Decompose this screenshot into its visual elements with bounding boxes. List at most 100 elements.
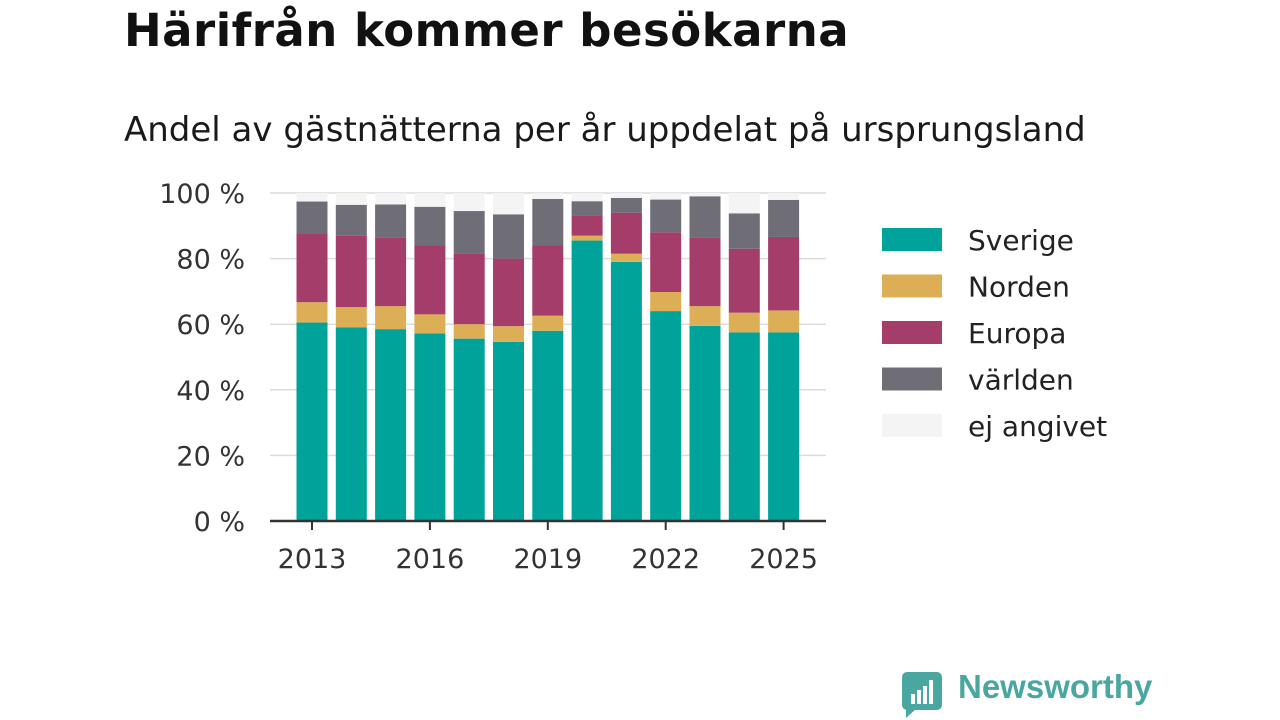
bar-segment-europa-2025 (768, 236, 800, 311)
bar-stack-2020 (571, 193, 603, 521)
bars (296, 193, 800, 521)
bar-stack-2018 (493, 193, 524, 521)
bar-segment-europa-2016 (414, 245, 446, 315)
y-tick-label: 60 % (176, 310, 245, 341)
bar-segment-europa-2014 (335, 235, 367, 308)
bar-segment-norden-2016 (414, 314, 446, 334)
bar-segment-europa-2021 (610, 212, 642, 254)
x-tick-label: 2013 (278, 544, 347, 575)
chart-title: Härifrån kommer besökarna (124, 4, 850, 57)
bar-segment-världen-2015 (375, 204, 407, 238)
legend-swatch (882, 228, 942, 251)
legend-swatch (882, 367, 942, 391)
bar-segment-norden-2020 (571, 235, 603, 241)
bar-segment-sverige-2024 (728, 332, 760, 521)
bar-segment-europa-2022 (650, 232, 682, 293)
bar-segment-ej-angivet-2013 (296, 193, 328, 202)
bar-segment-sverige-2023 (689, 325, 721, 521)
bar-segment-världen-2016 (414, 206, 446, 246)
bar-segment-europa-2020 (571, 215, 603, 236)
bar-stack-2017 (453, 193, 485, 521)
bar-segment-norden-2014 (335, 307, 367, 328)
bar-segment-sverige-2013 (296, 322, 328, 521)
legend: Sverige Norden Europa världen ej angivet (882, 224, 1107, 443)
y-tick-label: 40 % (176, 376, 245, 407)
x-tick-label: 2022 (631, 544, 700, 575)
bar-segment-ej-angivet-2014 (335, 193, 367, 205)
bar-segment-världen-2020 (571, 201, 603, 216)
bar-segment-norden-2015 (375, 306, 407, 330)
bar-stack-2016 (414, 193, 446, 521)
legend-swatch (882, 321, 942, 344)
legend-label: Europa (968, 317, 1066, 350)
bar-stack-2022 (650, 193, 682, 521)
bar-segment-sverige-2018 (493, 341, 524, 521)
bar-segment-norden-2023 (689, 306, 721, 326)
bar-segment-europa-2018 (493, 258, 524, 327)
bar-segment-världen-2022 (650, 199, 682, 233)
chart-subtitle: Andel av gästnätterna per år uppdelat på… (124, 110, 1086, 150)
bar-segment-norden-2025 (768, 310, 800, 333)
brand-name: Newsworthy (958, 668, 1153, 705)
bar-stack-2015 (375, 193, 407, 521)
bar-segment-norden-2021 (610, 253, 642, 262)
bar-segment-sverige-2025 (768, 332, 800, 521)
bar-segment-europa-2015 (375, 237, 407, 307)
bar-segment-norden-2018 (493, 326, 524, 342)
bar-segment-ej-angivet-2015 (375, 193, 407, 205)
bar-segment-ej-angivet-2021 (610, 193, 642, 198)
legend-swatch (882, 414, 942, 437)
bar-segment-världen-2023 (689, 196, 721, 238)
y-tick-label: 0 % (194, 507, 245, 538)
bar-segment-världen-2018 (493, 214, 524, 259)
bar-segment-norden-2022 (650, 292, 682, 312)
bar-segment-sverige-2022 (650, 311, 682, 521)
bar-segment-världen-2021 (610, 197, 642, 213)
bar-segment-ej-angivet-2023 (689, 193, 721, 197)
bar-segment-sverige-2019 (532, 330, 564, 521)
bar-segment-sverige-2020 (571, 240, 603, 521)
bar-segment-sverige-2015 (375, 329, 407, 521)
x-tick-label: 2019 (513, 544, 582, 575)
bar-segment-europa-2024 (728, 248, 760, 313)
bar-segment-världen-2019 (532, 198, 564, 246)
bar-segment-sverige-2016 (414, 333, 446, 521)
legend-label: ej angivet (968, 410, 1107, 443)
bar-segment-sverige-2017 (453, 338, 485, 521)
bar-segment-världen-2014 (335, 204, 367, 236)
bar-stack-2013 (296, 193, 328, 521)
bar-stack-2019 (532, 193, 564, 521)
newsworthy-logo-icon (902, 672, 942, 718)
bar-segment-världen-2025 (768, 199, 800, 237)
legend-label: Norden (968, 271, 1070, 304)
x-tick-label: 2016 (396, 544, 465, 575)
bar-segment-europa-2019 (532, 245, 564, 316)
bar-segment-norden-2024 (728, 312, 760, 333)
bar-segment-sverige-2021 (610, 261, 642, 521)
bar-segment-världen-2013 (296, 201, 328, 234)
axes: 0 % 20 % 40 % 60 % 80 % 100 % 2013 2016 2019 2022… (159, 179, 826, 575)
bar-segment-världen-2017 (453, 211, 485, 254)
bar-segment-europa-2023 (689, 237, 721, 307)
bar-stack-2025 (768, 193, 800, 521)
bar-segment-norden-2013 (296, 302, 328, 323)
bar-segment-ej-angivet-2017 (453, 193, 485, 212)
bar-stack-2014 (335, 193, 367, 521)
bar-segment-norden-2017 (453, 324, 485, 339)
bar-segment-världen-2024 (728, 213, 760, 249)
stacked-bar-chart: 0 % 20 % 40 % 60 % 80 % 100 % 2013 2016 2019 2022… (159, 179, 1107, 575)
bar-segment-ej-angivet-2024 (728, 193, 760, 214)
bar-segment-ej-angivet-2025 (768, 193, 800, 200)
bar-segment-ej-angivet-2016 (414, 193, 446, 207)
y-tick-label: 100 % (159, 179, 245, 210)
bar-segment-ej-angivet-2018 (493, 193, 524, 215)
bar-stack-2023 (689, 193, 721, 521)
bar-segment-europa-2013 (296, 234, 328, 303)
bar-segment-ej-angivet-2019 (532, 193, 564, 199)
bar-stack-2024 (728, 193, 760, 521)
x-tick-label: 2025 (749, 544, 818, 575)
bar-segment-norden-2019 (532, 315, 564, 331)
bar-segment-ej-angivet-2020 (571, 193, 603, 202)
legend-label: Sverige (968, 224, 1074, 257)
legend-swatch (882, 274, 942, 298)
